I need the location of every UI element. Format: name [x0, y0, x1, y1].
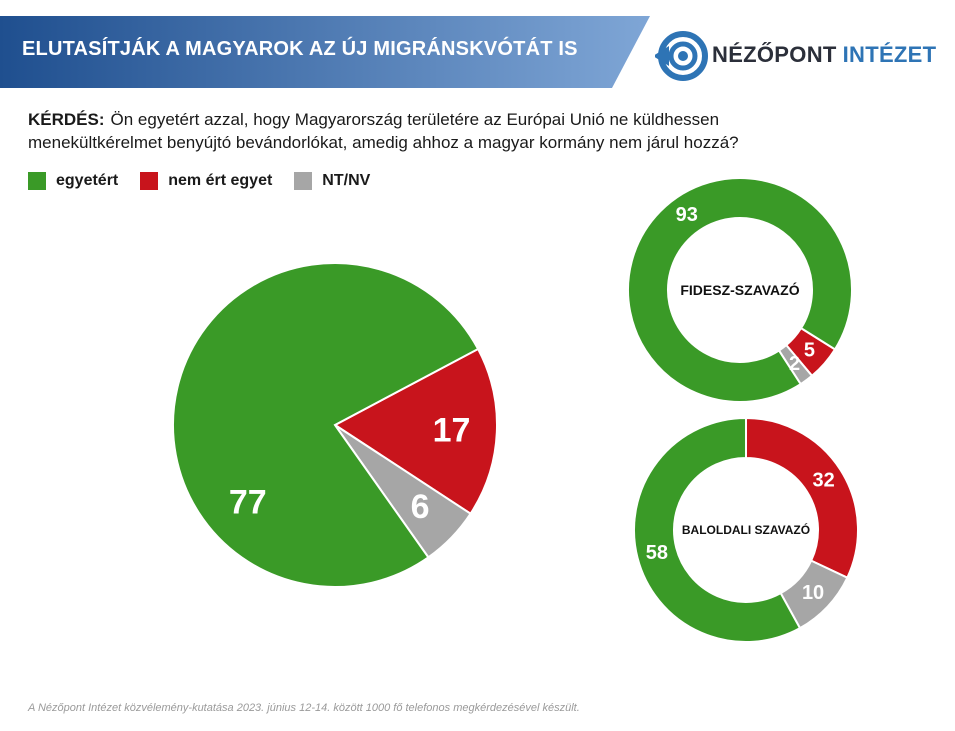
footnote: A Nézőpont Intézet közvélemény-kutatása … — [28, 702, 580, 714]
left-value-label-disagree: 32 — [813, 470, 835, 492]
page-title: ELUTASÍTJÁK A MAGYAROK AZ ÚJ MIGRÁNSKVÓT… — [22, 38, 578, 60]
left-value-label-dk: 10 — [802, 582, 824, 604]
header-banner — [0, 16, 650, 88]
main-chart: 17 6 77 — [172, 262, 498, 588]
left-slice-agree — [633, 416, 802, 643]
legend-label-disagree: nem ért egyet — [168, 172, 273, 189]
legend-label-dk: NT/NV — [322, 172, 371, 189]
question-label: KÉRDÉS: — [28, 110, 105, 129]
legend-swatch-dk — [294, 172, 313, 190]
legend-label-agree: egyetért — [56, 172, 119, 189]
fidesz-value-label-disagree: 5 — [804, 339, 815, 361]
logo-word-1: NÉZŐPONT — [712, 42, 837, 67]
fidesz-slice-agree — [627, 177, 853, 403]
main-value-label-disagree: 17 — [433, 411, 471, 449]
question-text: Ön egyetért azzal, hogy Magyarország ter… — [28, 110, 739, 152]
main-value-label-agree: 77 — [229, 483, 267, 521]
logo-word-2: INTÉZET — [842, 42, 937, 67]
legend-item-disagree: nem ért egyet — [140, 172, 272, 190]
legend: egyetért nem ért egyet NT/NV — [28, 172, 392, 190]
legend-item-agree: egyetért — [28, 172, 118, 190]
fidesz-chart-title: FIDESZ-SZAVAZÓ — [680, 281, 799, 298]
survey-question: KÉRDÉS: Ön egyetért azzal, hogy Magyarors… — [28, 108, 828, 154]
legend-item-dk: NT/NV — [294, 172, 370, 190]
legend-swatch-agree — [28, 172, 46, 190]
fidesz-value-label-agree: 93 — [676, 204, 698, 226]
fidesz-value-label-dk: 2 — [789, 353, 800, 375]
main-slice-agree — [172, 262, 480, 588]
main-slice-disagree — [333, 347, 498, 516]
fidesz-chart: 52 93 FIDESZ-SZAVAZÓ — [627, 177, 853, 403]
legend-swatch-disagree — [140, 172, 159, 190]
left-chart: 32 10 58 BALOLDALI SZAVAZÓ — [633, 416, 859, 643]
logo-wordmark: NÉZŐPONT INTÉZET — [712, 42, 936, 68]
main-value-label-dk: 6 — [411, 488, 430, 526]
left-slice-disagree — [745, 416, 859, 580]
target-arrow-icon — [655, 31, 708, 81]
left-value-label-agree: 58 — [646, 542, 668, 564]
left-chart-title: BALOLDALI SZAVAZÓ — [682, 522, 810, 537]
